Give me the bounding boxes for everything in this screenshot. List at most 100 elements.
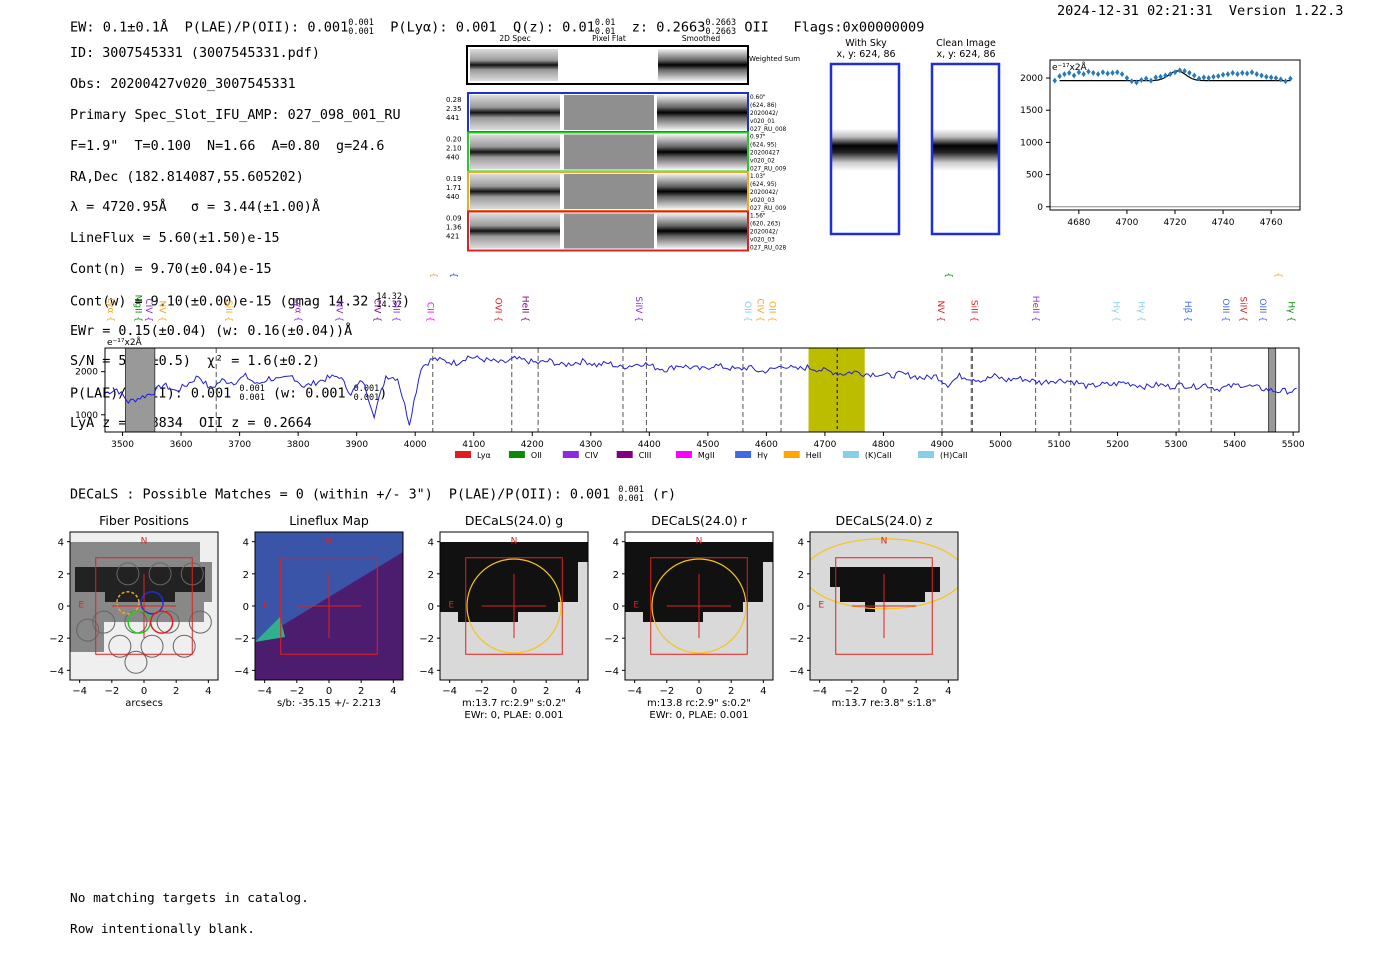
x-tick-label: 4700 xyxy=(1115,218,1138,228)
x-tick-label: 2 xyxy=(913,686,919,697)
line-label: Hγ { xyxy=(1136,301,1146,322)
cutout-right-label: v020_03 xyxy=(750,198,775,204)
line-label: Lyα { xyxy=(105,298,115,322)
cutout-left-label: 2.35 xyxy=(446,105,462,113)
y-tick-label: 2 xyxy=(613,570,619,581)
y-tick-label: 1500 xyxy=(1020,106,1043,116)
svg-text:OIII {: OIII { xyxy=(1257,298,1267,322)
x-tick-label: 5000 xyxy=(989,440,1012,450)
y-tick-label: 2000 xyxy=(75,368,98,378)
line-label: NeIII { xyxy=(943,270,953,278)
line-label: HeII { xyxy=(1030,296,1040,322)
timestamp-version: 2024-12-31 02:21:31 Version 1.22.3 xyxy=(1057,3,1343,19)
info-contn: Cont(n) = 9.70(±0.04)e-15 xyxy=(70,261,272,277)
y-tick-label: −2 xyxy=(49,634,64,645)
x-tick-label: 5100 xyxy=(1048,440,1071,450)
thumbnail-title: DECaLS(24.0) g xyxy=(465,513,563,528)
cutout-2d xyxy=(470,95,560,130)
cutout-smooth xyxy=(657,95,747,130)
svg-text:SiIV {: SiIV { xyxy=(633,296,643,322)
y-tick-label: −4 xyxy=(49,666,64,677)
compass-e: E xyxy=(633,601,639,611)
qz-value: Q(z): 0.01 xyxy=(513,19,595,36)
x-tick-label: 4800 xyxy=(872,440,895,450)
x-tick-label: 0 xyxy=(696,686,702,697)
header-line: EW: 0.1±0.1Å P(LAE)/P(OII): 0.001 0.001 0.… xyxy=(70,18,925,37)
x-tick-label: 2 xyxy=(543,686,549,697)
y-tick-label: 2 xyxy=(428,570,434,581)
thumbnail-4: DECaLS(24.0) r N E −4 −4 −2 −2 0 0 2 2 4 4 m:13.8 rc:… xyxy=(604,513,774,721)
x-tick-label: −2 xyxy=(104,686,119,697)
x-tick-label: 4000 xyxy=(404,440,427,450)
y-tick-label: 4 xyxy=(58,538,64,549)
x-tick-label: 4900 xyxy=(931,440,954,450)
clean-image-title: Clean Image x, y: 624, 86 xyxy=(936,38,996,60)
line-label: SiIV { xyxy=(1238,296,1248,322)
x-tick-label: 4760 xyxy=(1260,218,1283,228)
svg-text:Hγ {: Hγ { xyxy=(1286,301,1296,322)
data-point xyxy=(1216,73,1221,80)
data-point xyxy=(1129,78,1134,85)
aperture-box xyxy=(835,557,933,655)
full-frame xyxy=(104,347,1300,433)
y-tick-label: −2 xyxy=(789,634,804,645)
data-point xyxy=(1091,69,1096,76)
y-tick-label: 0 xyxy=(798,602,804,613)
legend-entry: HeII xyxy=(783,451,821,460)
info-wave: λ = 4720.95Å σ = 3.44(±1.00)Å xyxy=(70,200,320,216)
cutout-left-label: 1.71 xyxy=(446,184,462,192)
cutout-left-label: 441 xyxy=(446,114,459,122)
x-tick-label: 4300 xyxy=(579,440,602,450)
thumbnail-caption: EWr: 0, PLAE: 0.001 xyxy=(464,710,563,721)
line-label: CIV { xyxy=(371,298,381,322)
svg-text:SiII {: SiII { xyxy=(391,300,401,322)
svg-text:MgII {: MgII { xyxy=(133,295,143,322)
y-tick-label: 2 xyxy=(798,570,804,581)
weighted-2d xyxy=(470,49,558,81)
x-tick-label: 3800 xyxy=(287,440,310,450)
line-label: MgII { xyxy=(133,295,143,322)
svg-text:Lyα {: Lyα { xyxy=(105,298,115,322)
x-tick-label: 3600 xyxy=(170,440,193,450)
data-point xyxy=(1105,70,1110,77)
x-tick-label: 4400 xyxy=(638,440,661,450)
x-tick-label: 0 xyxy=(141,686,147,697)
svg-text:Hγ {: Hγ { xyxy=(1111,301,1121,322)
data-point xyxy=(1211,73,1216,80)
svg-text:OII {: OII { xyxy=(742,301,752,322)
data-point xyxy=(1249,69,1255,76)
y-tick-label: 2 xyxy=(58,570,64,581)
col-2d-label: 2D Spec xyxy=(499,34,530,43)
cutout-right-label: (624, 86) xyxy=(750,103,777,109)
col-flat-label: Pixel Flat xyxy=(592,34,626,43)
cutout-right-label: v020_01 xyxy=(750,119,775,125)
version: Version 1.22.3 xyxy=(1228,3,1344,19)
x-tick-label: 2 xyxy=(358,686,364,697)
x-tick-label: 2 xyxy=(728,686,734,697)
svg-text:NeIII {: NeIII { xyxy=(943,270,953,278)
cutout-left-label: 0.20 xyxy=(446,136,462,144)
data-point xyxy=(1057,73,1062,80)
data-point xyxy=(1100,69,1106,76)
line-label: CIV { xyxy=(755,298,765,322)
svg-text:OII: OII xyxy=(531,451,542,460)
info-lineflux: LineFlux = 5.60(±1.50)e-15 xyxy=(70,231,280,247)
data-point xyxy=(1196,75,1202,82)
compass-n: N xyxy=(881,536,888,546)
x-tick-label: 4200 xyxy=(521,440,544,450)
aperture-box xyxy=(280,557,378,655)
cutout-right-label: (624, 95) xyxy=(750,143,777,149)
thumbnail-caption: arcsecs xyxy=(125,698,163,709)
line-label: SiII { xyxy=(391,300,401,322)
ew-value: EW: 0.1±0.1Å xyxy=(70,19,169,36)
data-point xyxy=(1119,71,1125,78)
thumbnail-3: DECaLS(24.0) g N E −4 −4 −2 −2 0 0 2 2 4 4 m:13.7 rc:… xyxy=(419,513,589,721)
cutout-right-label: 027_RU_009 xyxy=(750,206,787,212)
data-point xyxy=(1172,69,1178,76)
line-label: NV { xyxy=(333,301,343,322)
compass-e: E xyxy=(818,601,824,611)
info-id: ID: 3007545331 (3007545331.pdf) xyxy=(70,46,320,62)
x-tick-label: 2 xyxy=(173,686,179,697)
